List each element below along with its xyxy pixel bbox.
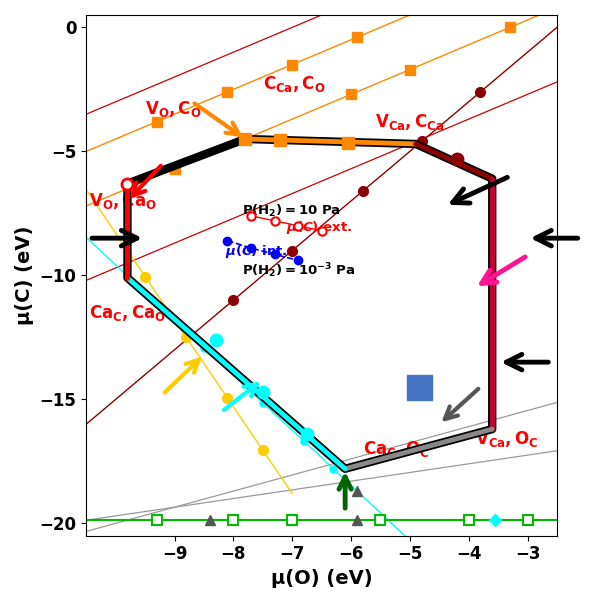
Text: $\mathbf{V_O,Ca_O}$: $\mathbf{V_O,Ca_O}$ (89, 191, 157, 211)
Text: $\boldsymbol{\mu(C)}$ int.: $\boldsymbol{\mu(C)}$ int. (224, 243, 287, 260)
Text: $\mathbf{V_{Ca},C_{Ca}}$: $\mathbf{V_{Ca},C_{Ca}}$ (375, 112, 444, 131)
Text: $\boldsymbol{\mu(C)}$ ext.: $\boldsymbol{\mu(C)}$ ext. (286, 218, 352, 236)
Text: $\mathbf{P(H_2) = 10}$ Pa: $\mathbf{P(H_2) = 10}$ Pa (242, 203, 341, 219)
Text: $\mathbf{P(H_2) = 10^{-3}}$ Pa: $\mathbf{P(H_2) = 10^{-3}}$ Pa (242, 261, 356, 280)
Text: $\mathbf{V_{Ca},O_C}$: $\mathbf{V_{Ca},O_C}$ (475, 429, 538, 449)
Text: $\mathbf{Ca_C,O_C}$: $\mathbf{Ca_C,O_C}$ (363, 439, 429, 459)
Text: $\mathbf{C_{Ca},C_O}$: $\mathbf{C_{Ca},C_O}$ (263, 74, 325, 95)
X-axis label: μ(O) (eV): μ(O) (eV) (271, 569, 372, 588)
Text: $\mathbf{Ca_C,Ca_O}$: $\mathbf{Ca_C,Ca_O}$ (89, 303, 167, 323)
Y-axis label: μ(C) (eV): μ(C) (eV) (15, 226, 34, 325)
Text: $\mathbf{V_O,C_O}$: $\mathbf{V_O,C_O}$ (145, 99, 202, 119)
